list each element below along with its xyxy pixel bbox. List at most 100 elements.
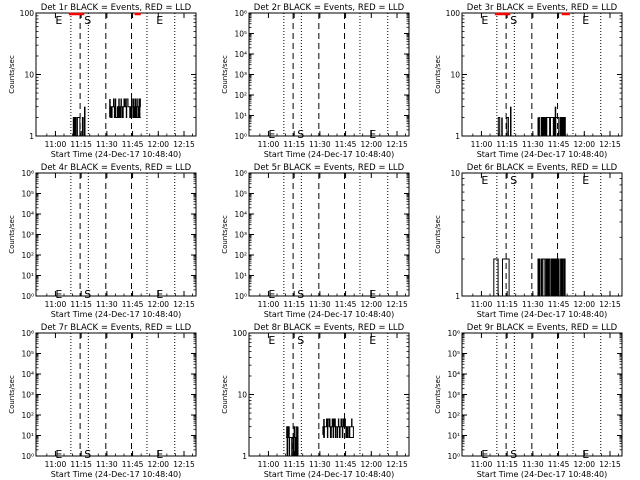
chart-1-xtick-label-4: 12:00 (360, 140, 382, 149)
chart-8-xtick-label-4: 12:00 (573, 460, 595, 469)
chart-0-xtick-label-1: 11:15 (70, 140, 92, 149)
chart-6-ylabel: Counts/sec (8, 375, 16, 414)
chart-2-event-label-2: E (582, 14, 589, 27)
chart-0-event-label-0: E (55, 14, 62, 27)
chart-6-xtick-label-2: 11:30 (96, 460, 118, 469)
chart-8-xtick-label-3: 11:45 (548, 460, 570, 469)
chart-6-ytick-label-1: 10¹ (21, 432, 34, 441)
chart-8-event-label-0: E (481, 448, 488, 461)
chart-4-ytick-label-2: 10² (234, 251, 247, 260)
chart-0-ytick-label-2: 100 (20, 9, 35, 18)
chart-5-event-label-1: S (510, 174, 517, 187)
chart-2-event-label-0: E (481, 14, 488, 27)
chart-6-ytick-label-5: 10⁵ (21, 350, 34, 359)
chart-4-event-label-0: E (268, 288, 275, 301)
chart-0-xtick-label-4: 12:00 (147, 140, 169, 149)
panel-2: Det 2r BLACK = Events, RED = LLD Counts/s… (221, 3, 410, 159)
chart-4-xtick-label-3: 11:45 (335, 300, 357, 309)
chart-7-ytick-label-2: 100 (233, 329, 248, 338)
panel-6: Det 6r BLACK = Events, RED = LLD Counts/s… (434, 163, 623, 319)
chart-4-ytick-label-0: 10⁰ (234, 292, 247, 301)
chart-0-xlabel: Start Time (24-Dec-17 10:48:40) (51, 150, 182, 159)
chart-4-xtick-label-2: 11:30 (309, 300, 331, 309)
chart-4-ytick-label-6: 10⁶ (234, 169, 247, 178)
chart-8-ytick-label-4: 10⁴ (447, 370, 460, 379)
chart-5-xtick-label-1: 11:15 (496, 300, 518, 309)
chart-5-xtick-label-3: 11:45 (548, 300, 570, 309)
chart-7-xlabel: Start Time (24-Dec-17 10:48:40) (264, 470, 395, 479)
chart-7-event-label-0: E (268, 334, 275, 347)
chart-4-xtick-label-1: 11:15 (283, 300, 305, 309)
chart-3-xtick-label-2: 11:30 (96, 300, 118, 309)
panel-9: Det 9r BLACK = Events, RED = LLD Counts/s… (434, 323, 623, 479)
chart-4-xtick-label-4: 12:00 (360, 300, 382, 309)
chart-2-xlabel: Start Time (24-Dec-17 10:48:40) (477, 150, 608, 159)
chart-1-ytick-label-5: 10⁵ (234, 30, 247, 39)
chart-6-xtick-label-4: 12:00 (147, 460, 169, 469)
chart-5-xtick-label-5: 12:15 (599, 300, 621, 309)
chart-0-event-label-1: S (84, 14, 91, 27)
chart-1-xtick-label-2: 11:30 (309, 140, 331, 149)
chart-8-ytick-label-0: 10⁰ (447, 452, 460, 461)
chart-0-ytick-label-0: 1 (29, 132, 34, 141)
chart-8-xtick-label-2: 11:30 (522, 460, 544, 469)
chart-2-series-0-segment-0 (496, 117, 512, 137)
chart-4-ytick-label-1: 10¹ (234, 272, 247, 281)
chart-4-xlabel: Start Time (24-Dec-17 10:48:40) (264, 310, 395, 319)
chart-5-series-0-segment-1 (537, 258, 566, 297)
chart-4-ytick-label-4: 10⁴ (234, 210, 247, 219)
chart-8-xtick-label-5: 12:15 (599, 460, 621, 469)
chart-6-event-label-0: E (55, 448, 62, 461)
chart-4-event-label-1: S (297, 288, 304, 301)
chart-2-xtick-label-5: 12:15 (599, 140, 621, 149)
chart-3-xtick-label-5: 12:15 (173, 300, 195, 309)
chart-1-event-label-2: E (369, 128, 376, 141)
chart-6-ytick-label-6: 10⁶ (21, 329, 34, 338)
chart-7-event-label-1: S (297, 334, 304, 347)
chart-8-ytick-label-1: 10¹ (447, 432, 460, 441)
chart-6-xtick-label-1: 11:15 (70, 460, 92, 469)
chart-2-event-label-1: S (510, 14, 517, 27)
chart-2-xtick-label-1: 11:15 (496, 140, 518, 149)
chart-7-ylabel: Counts/sec (221, 375, 229, 414)
chart-1-xtick-label-3: 11:45 (335, 140, 357, 149)
chart-0-xtick-label-5: 12:15 (173, 140, 195, 149)
chart-0-xtick-label-3: 11:45 (122, 140, 144, 149)
chart-8-ylabel: Counts/sec (434, 375, 442, 414)
chart-2-xtick-label-0: 11:00 (471, 140, 493, 149)
chart-6-xtick-label-3: 11:45 (122, 460, 144, 469)
chart-4-title: Det 5r BLACK = Events, RED = LLD (254, 163, 405, 173)
chart-0-xtick-label-0: 11:00 (45, 140, 67, 149)
chart-2-ylabel: Counts/sec (434, 55, 442, 94)
chart-7-xtick-label-1: 11:15 (283, 460, 305, 469)
chart-8-xlabel: Start Time (24-Dec-17 10:48:40) (477, 470, 608, 479)
panel-1: Det 1r BLACK = Events, RED = LLD Counts/s… (8, 3, 197, 159)
chart-1-xtick-label-5: 12:15 (386, 140, 408, 149)
chart-8-xtick-label-0: 11:00 (471, 460, 493, 469)
chart-3-xtick-label-3: 11:45 (122, 300, 144, 309)
chart-8-ytick-label-2: 10² (447, 411, 460, 420)
chart-5-xtick-label-4: 12:00 (573, 300, 595, 309)
chart-3-event-label-0: E (55, 288, 62, 301)
chart-8-ytick-label-5: 10⁵ (447, 350, 460, 359)
chart-7-ytick-label-1: 10 (237, 391, 247, 400)
panel-4: Det 4r BLACK = Events, RED = LLD Counts/s… (8, 163, 197, 319)
chart-1-ytick-label-2: 10² (234, 91, 247, 100)
chart-8-event-label-2: E (582, 448, 589, 461)
chart-7-series-0-segment-1 (322, 418, 354, 438)
panel-5: Det 5r BLACK = Events, RED = LLD Counts/s… (221, 163, 410, 319)
chart-5-xtick-label-2: 11:30 (522, 300, 544, 309)
chart-0-series-0-segment-1 (109, 98, 141, 118)
chart-7-xtick-label-5: 12:15 (386, 460, 408, 469)
chart-1-ytick-label-4: 10⁴ (234, 50, 247, 59)
chart-5-title: Det 6r BLACK = Events, RED = LLD (467, 163, 618, 173)
panel-7: Det 7r BLACK = Events, RED = LLD Counts/s… (8, 323, 197, 479)
chart-1-ytick-label-6: 10⁶ (234, 9, 247, 18)
chart-3-ytick-label-3: 10³ (21, 231, 34, 240)
chart-2-xtick-label-3: 11:45 (548, 140, 570, 149)
chart-4-ytick-label-5: 10⁵ (234, 190, 247, 199)
chart-4-ytick-label-3: 10³ (234, 231, 247, 240)
chart-7-event-label-2: E (369, 334, 376, 347)
chart-3-ytick-label-2: 10² (21, 251, 34, 260)
